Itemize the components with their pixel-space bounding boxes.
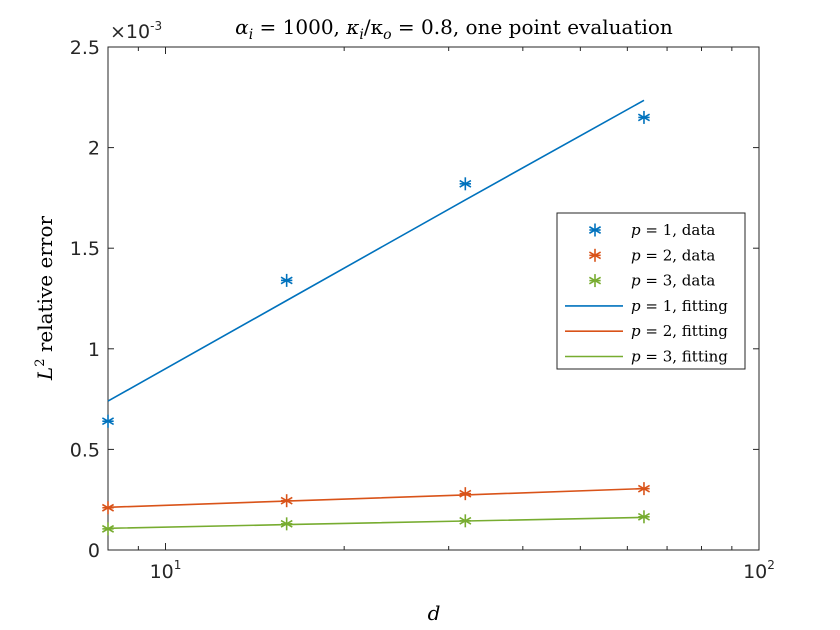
- fit-line-p2: [107, 487, 645, 509]
- legend-label: p = 3, fitting: [631, 348, 728, 366]
- fit-line-p1: [107, 99, 645, 402]
- legend-label: p = 1, fitting: [631, 297, 728, 315]
- legend: p = 1, data p = 2, data p = 3, data p = 1, …: [556, 212, 746, 370]
- data-point-p1: [101, 414, 115, 428]
- x-axis: 101 102: [107, 47, 775, 583]
- fit-line-p3: [107, 516, 645, 530]
- data-point-p2: [280, 494, 293, 508]
- data-point-p3: [280, 517, 293, 531]
- y-tick-label: 1: [88, 339, 100, 361]
- legend-label: p = 1, data: [631, 221, 715, 239]
- data-point-p3: [101, 522, 115, 536]
- y-tick-label: 0.5: [70, 439, 100, 461]
- data-point-p2: [101, 501, 115, 515]
- data-point-p3: [459, 514, 472, 528]
- y-tick-label: 1.5: [70, 238, 100, 260]
- fit-lines: [107, 99, 645, 530]
- legend-marker: [588, 274, 602, 288]
- data-point-p1: [637, 110, 650, 124]
- legend-label: p = 3, data: [631, 272, 715, 290]
- legend-box: [556, 212, 746, 370]
- data-markers: [101, 110, 650, 536]
- legend-marker: [588, 223, 602, 237]
- data-point-p1: [459, 177, 472, 191]
- x-tick-label: 101: [150, 558, 182, 583]
- data-point-p1: [280, 273, 293, 287]
- legend-label: p = 2, data: [631, 246, 715, 264]
- x-tick-label: 102: [743, 558, 775, 583]
- y-tick-label: 2.5: [70, 37, 100, 59]
- data-point-p2: [637, 482, 650, 496]
- y-tick-label: 2: [88, 138, 100, 160]
- data-point-p2: [459, 487, 472, 501]
- y-axis: 0 0.5 1 1.5 2 2.5: [70, 37, 759, 562]
- y-tick-label: 0: [88, 540, 100, 562]
- y-axis-label: L2 relative error: [33, 216, 57, 382]
- data-point-p3: [637, 510, 650, 524]
- legend-marker: [588, 248, 602, 262]
- chart-title: αi = 1000, κi/κo = 0.8, one point evalua…: [235, 15, 673, 43]
- y-multiplier: ×10-3: [110, 19, 162, 43]
- legend-label: p = 2, fitting: [631, 322, 728, 340]
- x-axis-label: d: [428, 601, 441, 625]
